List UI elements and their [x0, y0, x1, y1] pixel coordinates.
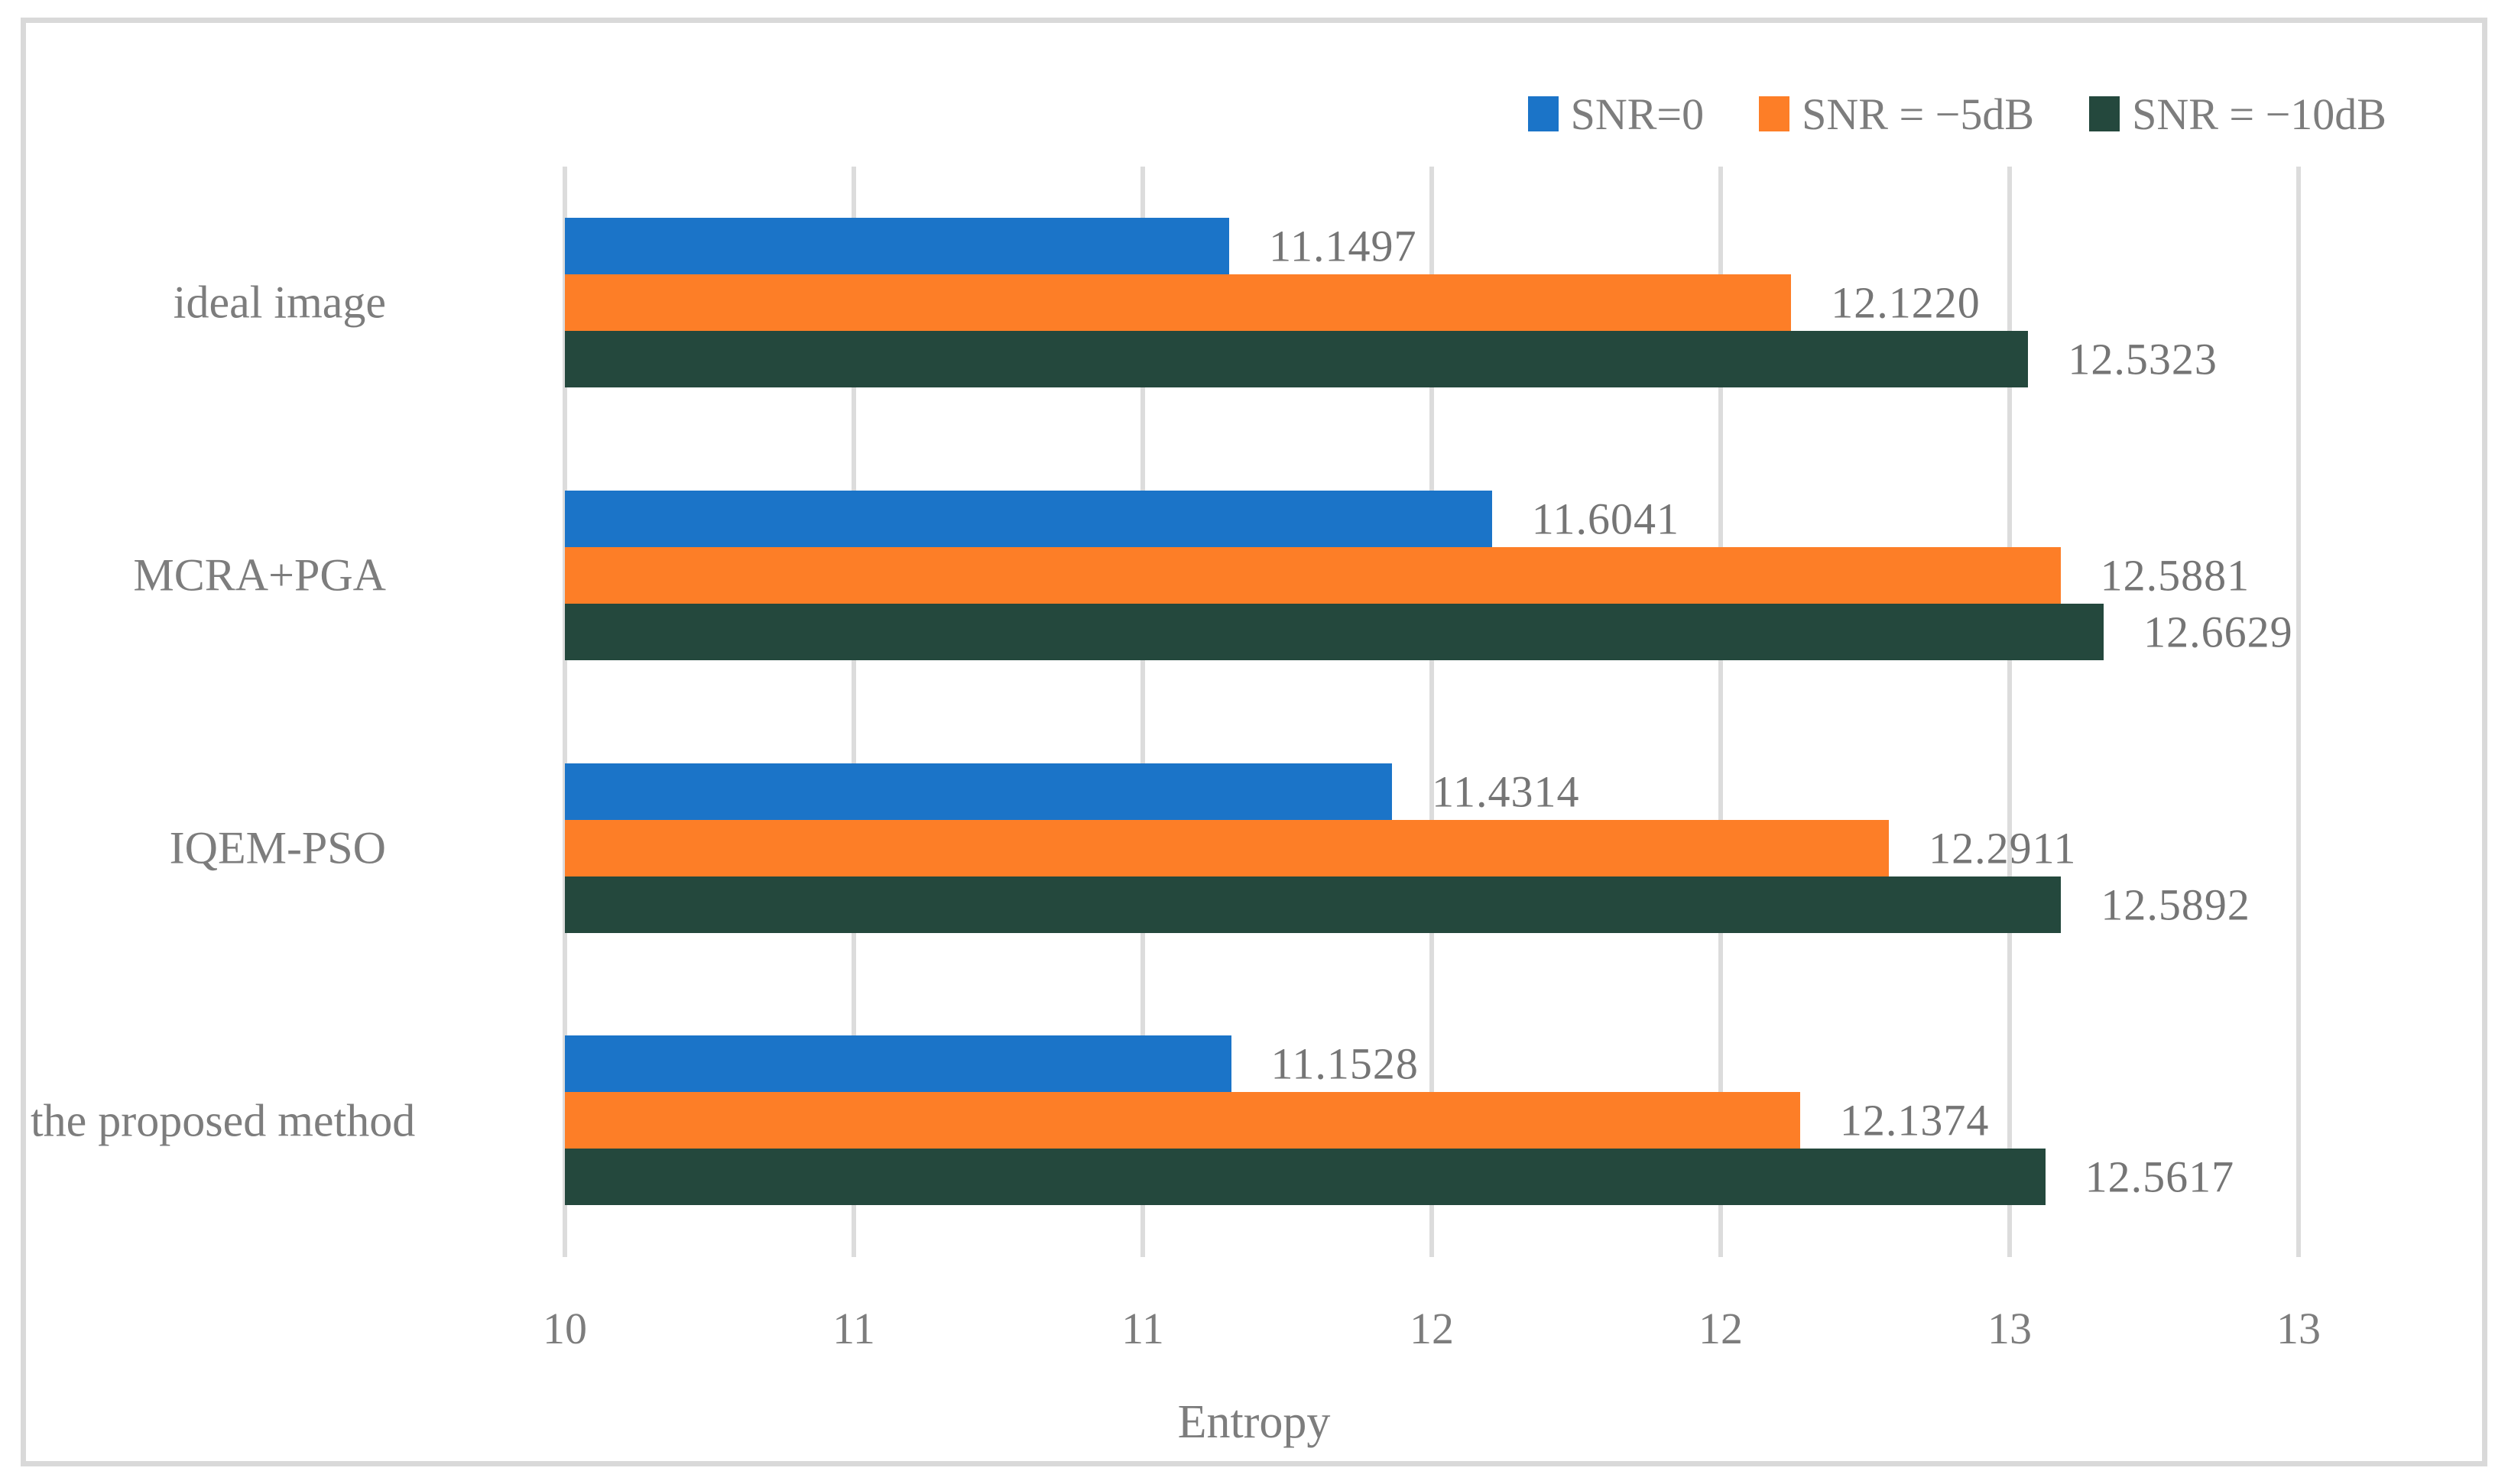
category-label: ideal image	[173, 277, 386, 328]
bar	[565, 876, 2062, 933]
chart-frame	[21, 18, 2487, 1466]
legend-item-snr0: SNR=0	[1527, 89, 1705, 140]
x-tick-label: 10	[543, 1304, 587, 1353]
gridline	[2296, 167, 2301, 1257]
bar-value-label: 11.1528	[1270, 1038, 1419, 1089]
legend: SNR=0 SNR = −5dB SNR = −10dB	[1527, 89, 2386, 139]
gridline	[852, 167, 856, 1257]
bar	[565, 1149, 2046, 1206]
bar-value-label: 12.1220	[1831, 277, 1981, 328]
category-label: the proposed method	[31, 1095, 416, 1146]
bar-value-label: 12.2911	[1929, 823, 2077, 873]
bar	[565, 1035, 1231, 1093]
x-axis-title: Entropy	[1177, 1396, 1331, 1448]
bar-value-label: 12.6629	[2143, 607, 2293, 657]
legend-label: SNR = −10dB	[2132, 89, 2386, 139]
x-tick-label: 13	[1987, 1304, 2032, 1353]
bar-value-label: 11.1497	[1269, 221, 1417, 271]
gridline	[1140, 167, 1145, 1257]
bar-value-label: 12.5323	[2068, 334, 2218, 384]
bar	[565, 274, 1792, 331]
bar	[565, 763, 1393, 820]
bar	[565, 819, 1890, 876]
plot-area	[563, 167, 2301, 1257]
bar	[565, 218, 1230, 274]
category-label: MCRA+PGA	[133, 549, 386, 601]
gridline	[1718, 167, 1723, 1257]
bar-value-label: 12.5617	[2085, 1152, 2235, 1202]
bar	[565, 603, 2104, 660]
legend-item-snr-5db: SNR = −5dB	[1759, 89, 2034, 140]
bar-value-label: 12.5892	[2101, 880, 2250, 929]
bar	[565, 331, 2029, 387]
gridline	[2007, 167, 2012, 1257]
x-tick-label: 12	[1410, 1304, 1454, 1353]
x-tick-label: 12	[1698, 1304, 1743, 1353]
legend-swatch-icon	[1759, 96, 1790, 131]
category-label: IQEM-PSO	[169, 822, 386, 873]
legend-label: SNR = −5dB	[1802, 89, 2035, 139]
legend-swatch-icon	[1527, 96, 1559, 131]
gridline	[563, 167, 567, 1257]
gridline	[1429, 167, 1434, 1257]
x-tick-label: 11	[1121, 1304, 1164, 1353]
x-tick-label: 11	[832, 1304, 875, 1353]
legend-item-snr-10db: SNR = −10dB	[2089, 89, 2386, 140]
bar-value-label: 11.6041	[1531, 494, 1680, 544]
bar-value-label: 11.4314	[1432, 766, 1580, 816]
x-tick-label: 13	[2276, 1304, 2321, 1353]
bar	[565, 490, 1492, 547]
bar	[565, 546, 2061, 604]
legend-swatch-icon	[2089, 96, 2120, 131]
legend-label: SNR=0	[1570, 89, 1705, 139]
bar	[565, 1092, 1800, 1149]
bar-value-label: 12.5881	[2100, 550, 2250, 601]
bar-value-label: 12.1374	[1839, 1095, 1990, 1145]
